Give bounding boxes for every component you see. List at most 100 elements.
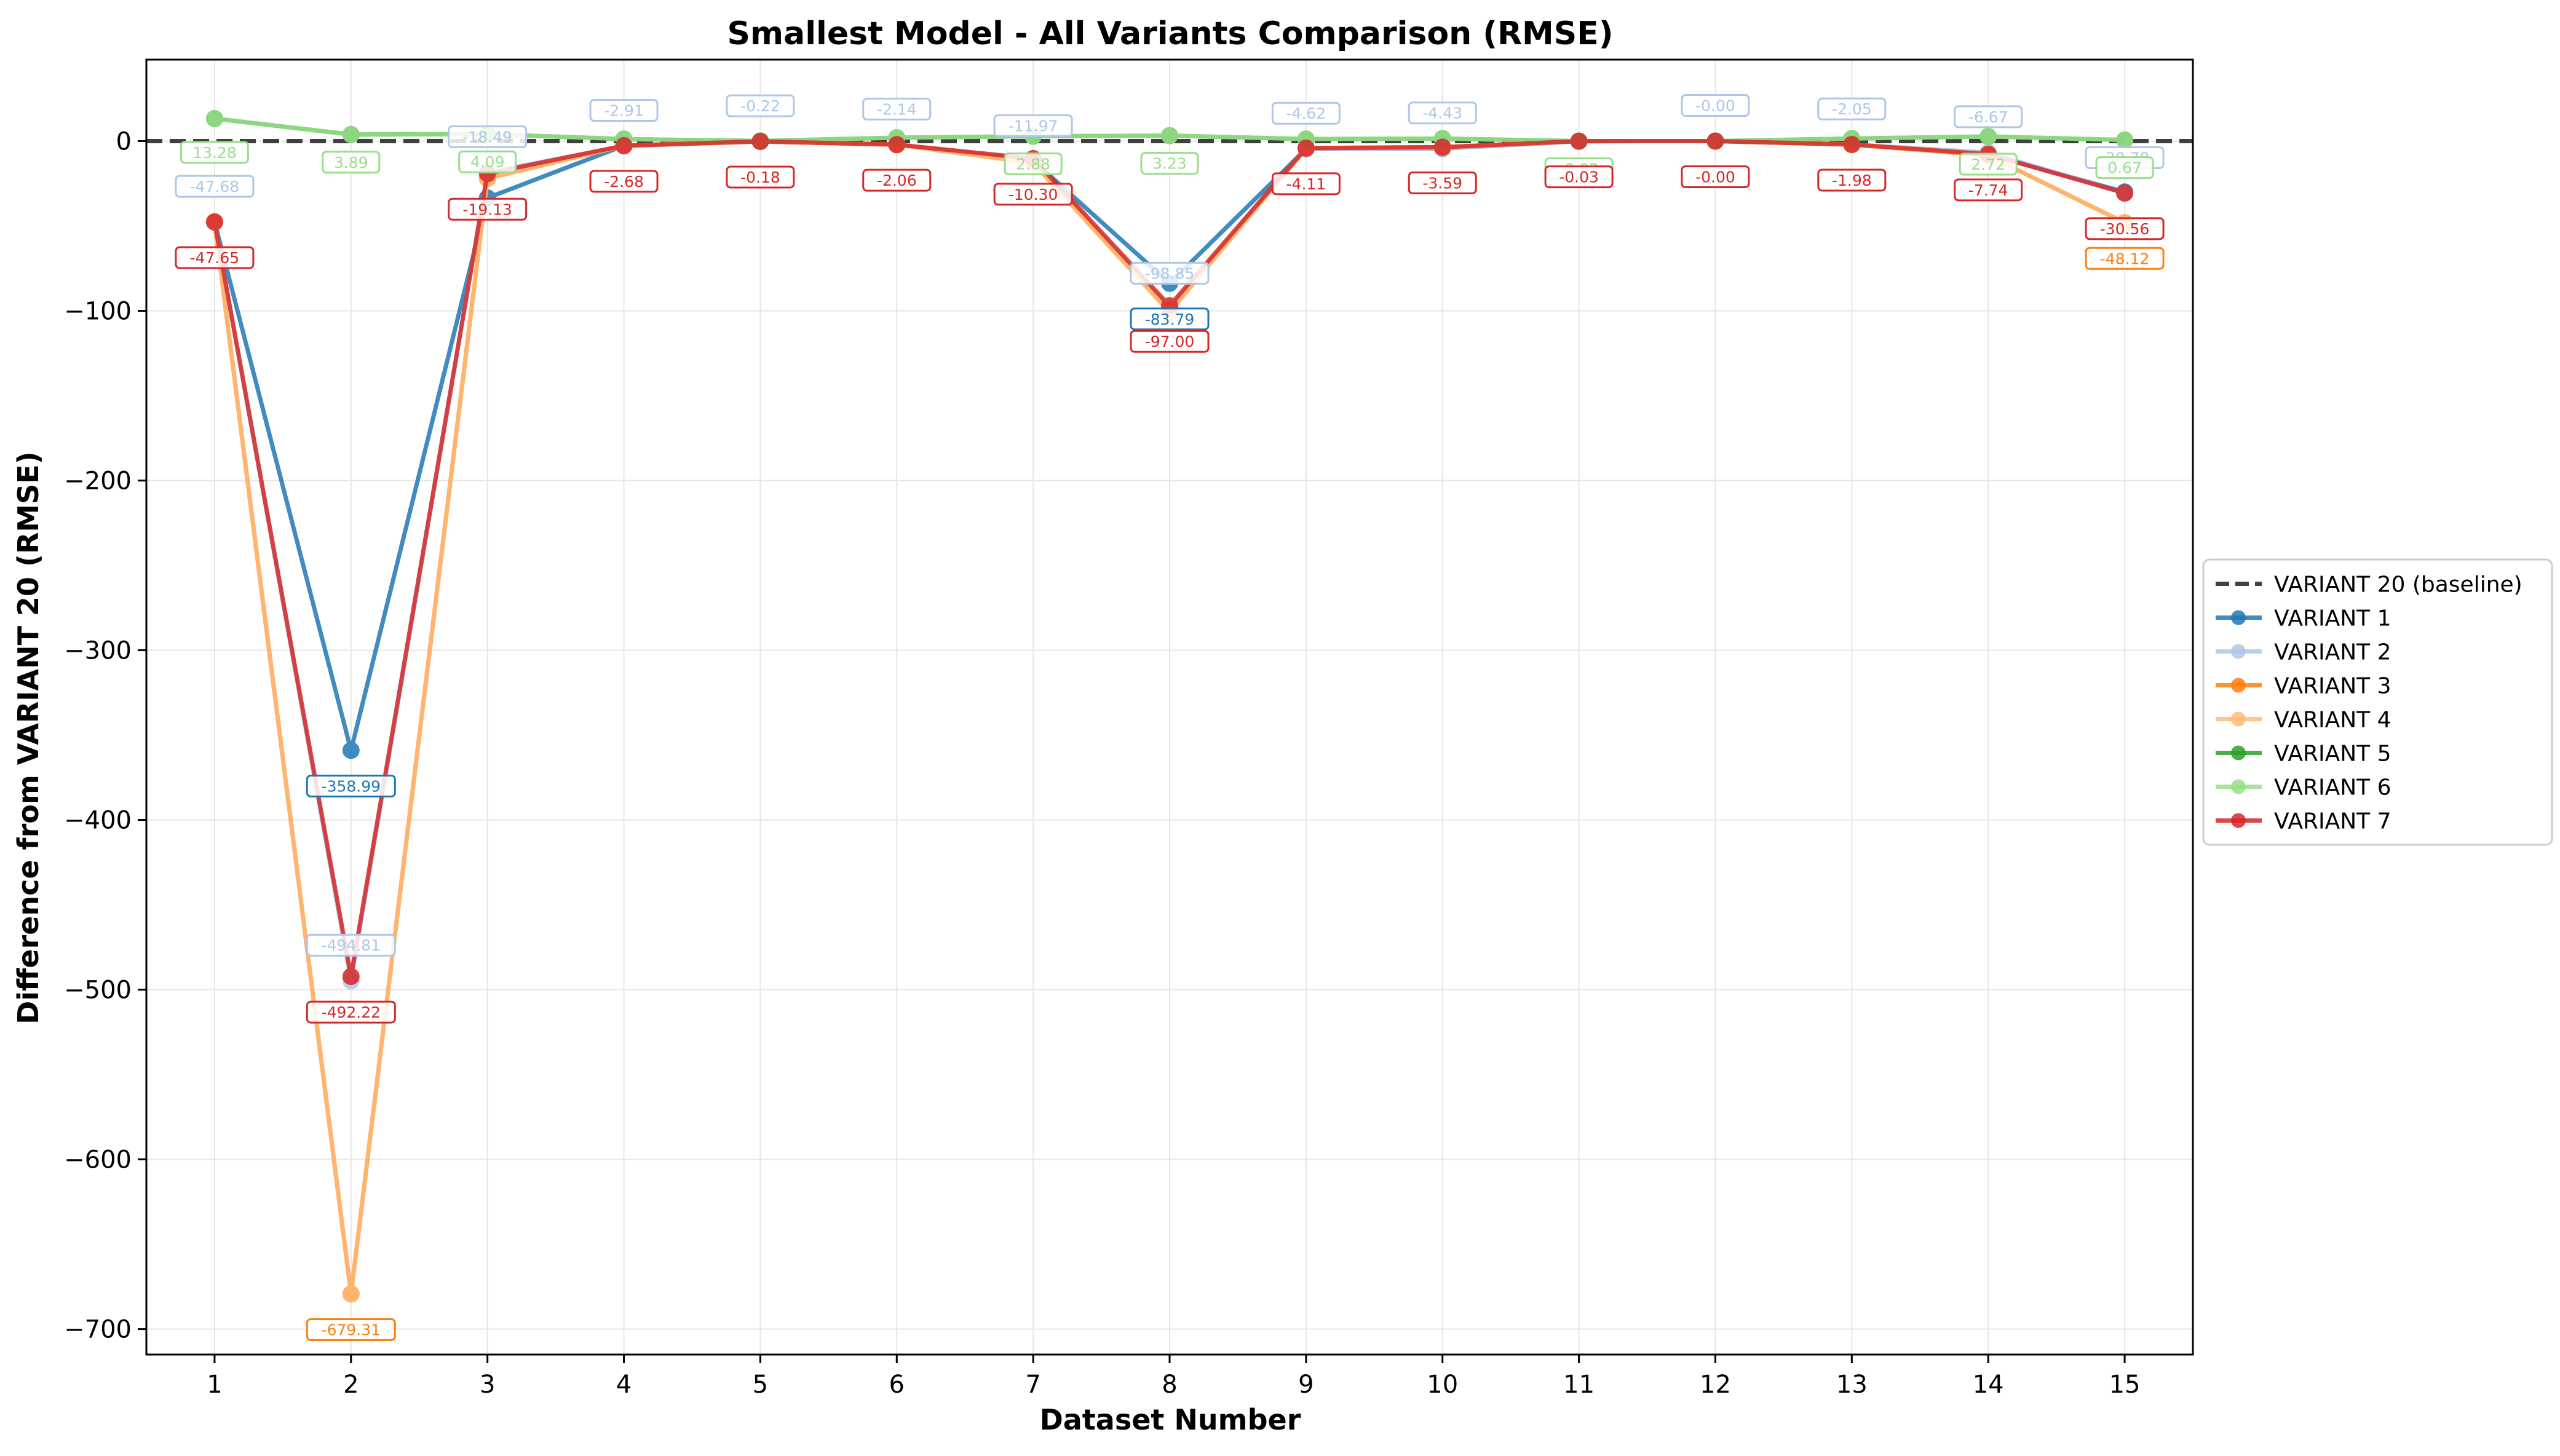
data-label-text: -2.06 — [877, 172, 917, 189]
data-label: -0.03 — [1544, 165, 1614, 189]
data-label-box — [322, 151, 381, 174]
data-label-text: -47.65 — [190, 249, 240, 267]
data-label-text: -2.68 — [604, 173, 644, 191]
legend-label: VARIANT 3 — [2274, 674, 2391, 699]
data-label-box — [1954, 178, 2023, 202]
data-label-text: -1.98 — [1832, 172, 1872, 189]
legend-item: VARIANT 1 — [2216, 606, 2391, 631]
data-point — [1161, 127, 1178, 144]
data-label-box — [458, 150, 517, 173]
data-label-box — [1681, 165, 1750, 188]
data-label-text: 3.23 — [1152, 155, 1187, 173]
legend-label: VARIANT 5 — [2274, 742, 2391, 767]
data-label-text: -2.05 — [1832, 100, 1872, 118]
data-label: -18.49 — [448, 125, 528, 149]
data-label-text: 2.72 — [1971, 156, 2005, 173]
data-label: -492.22 — [306, 1000, 396, 1024]
data-label: -4.62 — [1271, 101, 1341, 125]
x-tick-label: 11 — [1563, 1371, 1595, 1399]
data-label-layer: -358.99 -83.79 -47.68 -494.81 -18.49 -2.91 -0.… — [175, 93, 2165, 1341]
data-label: -2.06 — [862, 168, 932, 192]
data-label: 2.88 — [1004, 152, 1063, 176]
data-label-box — [2095, 156, 2154, 180]
data-label-text: -48.12 — [2100, 250, 2150, 267]
x-tick-label: 7 — [1025, 1371, 1040, 1399]
y-tick-label: 0 — [116, 127, 132, 156]
y-tick-label: −200 — [64, 467, 132, 496]
y-tick-label: −700 — [64, 1316, 132, 1344]
legend-swatch-marker — [2231, 779, 2246, 794]
legend-label: VARIANT 4 — [2274, 708, 2391, 733]
data-label: -30.56 — [2085, 217, 2165, 240]
data-label-text: -10.30 — [1009, 186, 1058, 204]
data-point — [751, 132, 769, 150]
data-label-text: -98.85 — [1145, 264, 1195, 282]
x-tick-label: 6 — [889, 1371, 905, 1399]
data-label: -2.05 — [1817, 97, 1887, 121]
data-label-text: -7.74 — [1968, 181, 2008, 199]
legend-item: VARIANT 4 — [2216, 708, 2391, 733]
legend-swatch-marker — [2231, 678, 2246, 693]
legend-item: VARIANT 5 — [2216, 742, 2391, 767]
data-point — [615, 136, 633, 154]
data-label-box — [1271, 101, 1341, 125]
data-point — [1297, 139, 1315, 157]
data-point — [1570, 132, 1588, 150]
legend-swatch-marker — [2231, 745, 2246, 761]
data-label-box — [1408, 101, 1477, 125]
x-tick-label: 4 — [616, 1371, 632, 1399]
legend-baseline-label: VARIANT 20 (baseline) — [2274, 572, 2522, 598]
legend-item: VARIANT 6 — [2216, 775, 2391, 801]
data-label: -10.30 — [993, 183, 1073, 206]
data-label-box — [993, 114, 1073, 138]
data-label: -4.43 — [1408, 101, 1477, 125]
data-label: -2.68 — [589, 170, 659, 193]
data-label: -97.00 — [1130, 330, 1210, 353]
y-tick-label: −100 — [64, 298, 132, 326]
legend-item: VARIANT 7 — [2216, 809, 2391, 834]
data-label: 13.28 — [180, 141, 249, 164]
x-tick-label: 8 — [1162, 1371, 1177, 1399]
data-label-box — [1140, 152, 1199, 175]
data-label-box — [2085, 217, 2165, 240]
data-label: -0.00 — [1681, 165, 1750, 188]
data-label-text: -0.00 — [1695, 97, 1735, 114]
x-tick-label: 13 — [1836, 1371, 1868, 1399]
data-label: -47.68 — [175, 175, 255, 198]
data-label-box — [1408, 171, 1477, 194]
y-tick-label: −400 — [64, 807, 132, 835]
legend-label: VARIANT 1 — [2274, 606, 2391, 631]
data-point — [1979, 127, 1997, 145]
grid-lines — [146, 60, 2193, 1355]
data-label: -679.31 — [306, 1318, 396, 1341]
data-label-box — [862, 97, 932, 121]
data-label-box — [1271, 172, 1341, 196]
data-label-text: -2.14 — [877, 100, 917, 118]
data-label-text: -4.62 — [1286, 105, 1326, 122]
data-label-box — [175, 246, 255, 269]
data-label-text: 0.67 — [2107, 159, 2142, 177]
axis-ticks: 1 2 3 4 5 6 7 8 9 10 11 12 13 14 150−100−200−300−400−5… — [64, 127, 2140, 1399]
data-label-text: -3.59 — [1422, 174, 1462, 192]
chart-title: Smallest Model - All Variants Comparison… — [727, 15, 1613, 52]
data-label-text: -4.43 — [1422, 105, 1462, 122]
data-point — [205, 213, 223, 231]
data-label-box — [862, 168, 932, 192]
data-point — [342, 968, 360, 986]
data-label-box — [180, 141, 249, 164]
data-label-box — [1130, 330, 1210, 353]
legend-label: VARIANT 2 — [2274, 640, 2391, 665]
data-label: 3.23 — [1140, 152, 1199, 175]
data-label: -11.97 — [993, 114, 1073, 138]
data-point — [342, 1285, 360, 1303]
data-label-text: -679.31 — [322, 1321, 381, 1339]
x-tick-label: 1 — [207, 1371, 222, 1399]
data-label-box — [1954, 105, 2023, 129]
data-label: -0.18 — [726, 165, 795, 189]
data-label-text: -0.00 — [1695, 168, 1735, 186]
data-label-box — [448, 125, 528, 149]
data-label-text: 3.89 — [334, 154, 368, 172]
data-label-text: -4.11 — [1286, 175, 1326, 193]
x-axis-label: Dataset Number — [1040, 1403, 1301, 1436]
